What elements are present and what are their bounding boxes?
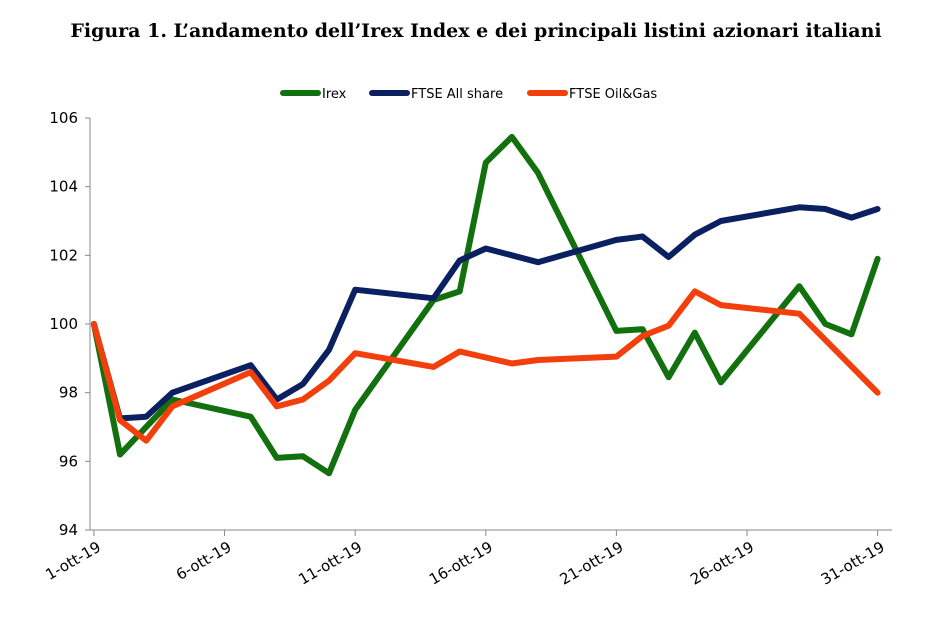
legend-label: FTSE All share [411,87,503,102]
x-tick-label: 16-ott-19 [426,538,496,589]
y-tick-label: 104 [49,178,78,196]
x-tick-label: 6-ott-19 [173,538,235,584]
series-line-irex [90,133,881,477]
x-tick-label: 31-ott-19 [818,538,888,589]
series-line-ftse-all-share [90,204,881,422]
y-tick-label: 102 [49,246,78,264]
y-tick-label: 100 [49,315,78,333]
legend-label: Irex [322,87,347,102]
legend-label: FTSE Oil&Gas [569,87,657,102]
y-tick-label: 106 [49,109,78,127]
x-tick-label: 26-ott-19 [687,538,757,589]
x-tick-label: 21-ott-19 [557,538,627,589]
y-tick-label: 96 [59,452,78,470]
x-tick-label: 1-ott-19 [42,538,104,584]
y-tick-label: 94 [59,521,78,539]
chart-series [90,133,881,477]
x-tick-label: 11-ott-19 [295,538,365,589]
chart-title: Figura 1. L’andamento dell’Irex Index e … [70,20,882,42]
series-line-ftse-oil-gas [90,288,881,444]
chart-legend: Irex FTSE All share FTSE Oil&Gas [280,87,657,102]
chart-axes: 94 96 98 100 102 104 106 1-ott-19 6-ott-19 11-ott… [42,109,892,589]
y-tick-label: 98 [59,384,78,402]
